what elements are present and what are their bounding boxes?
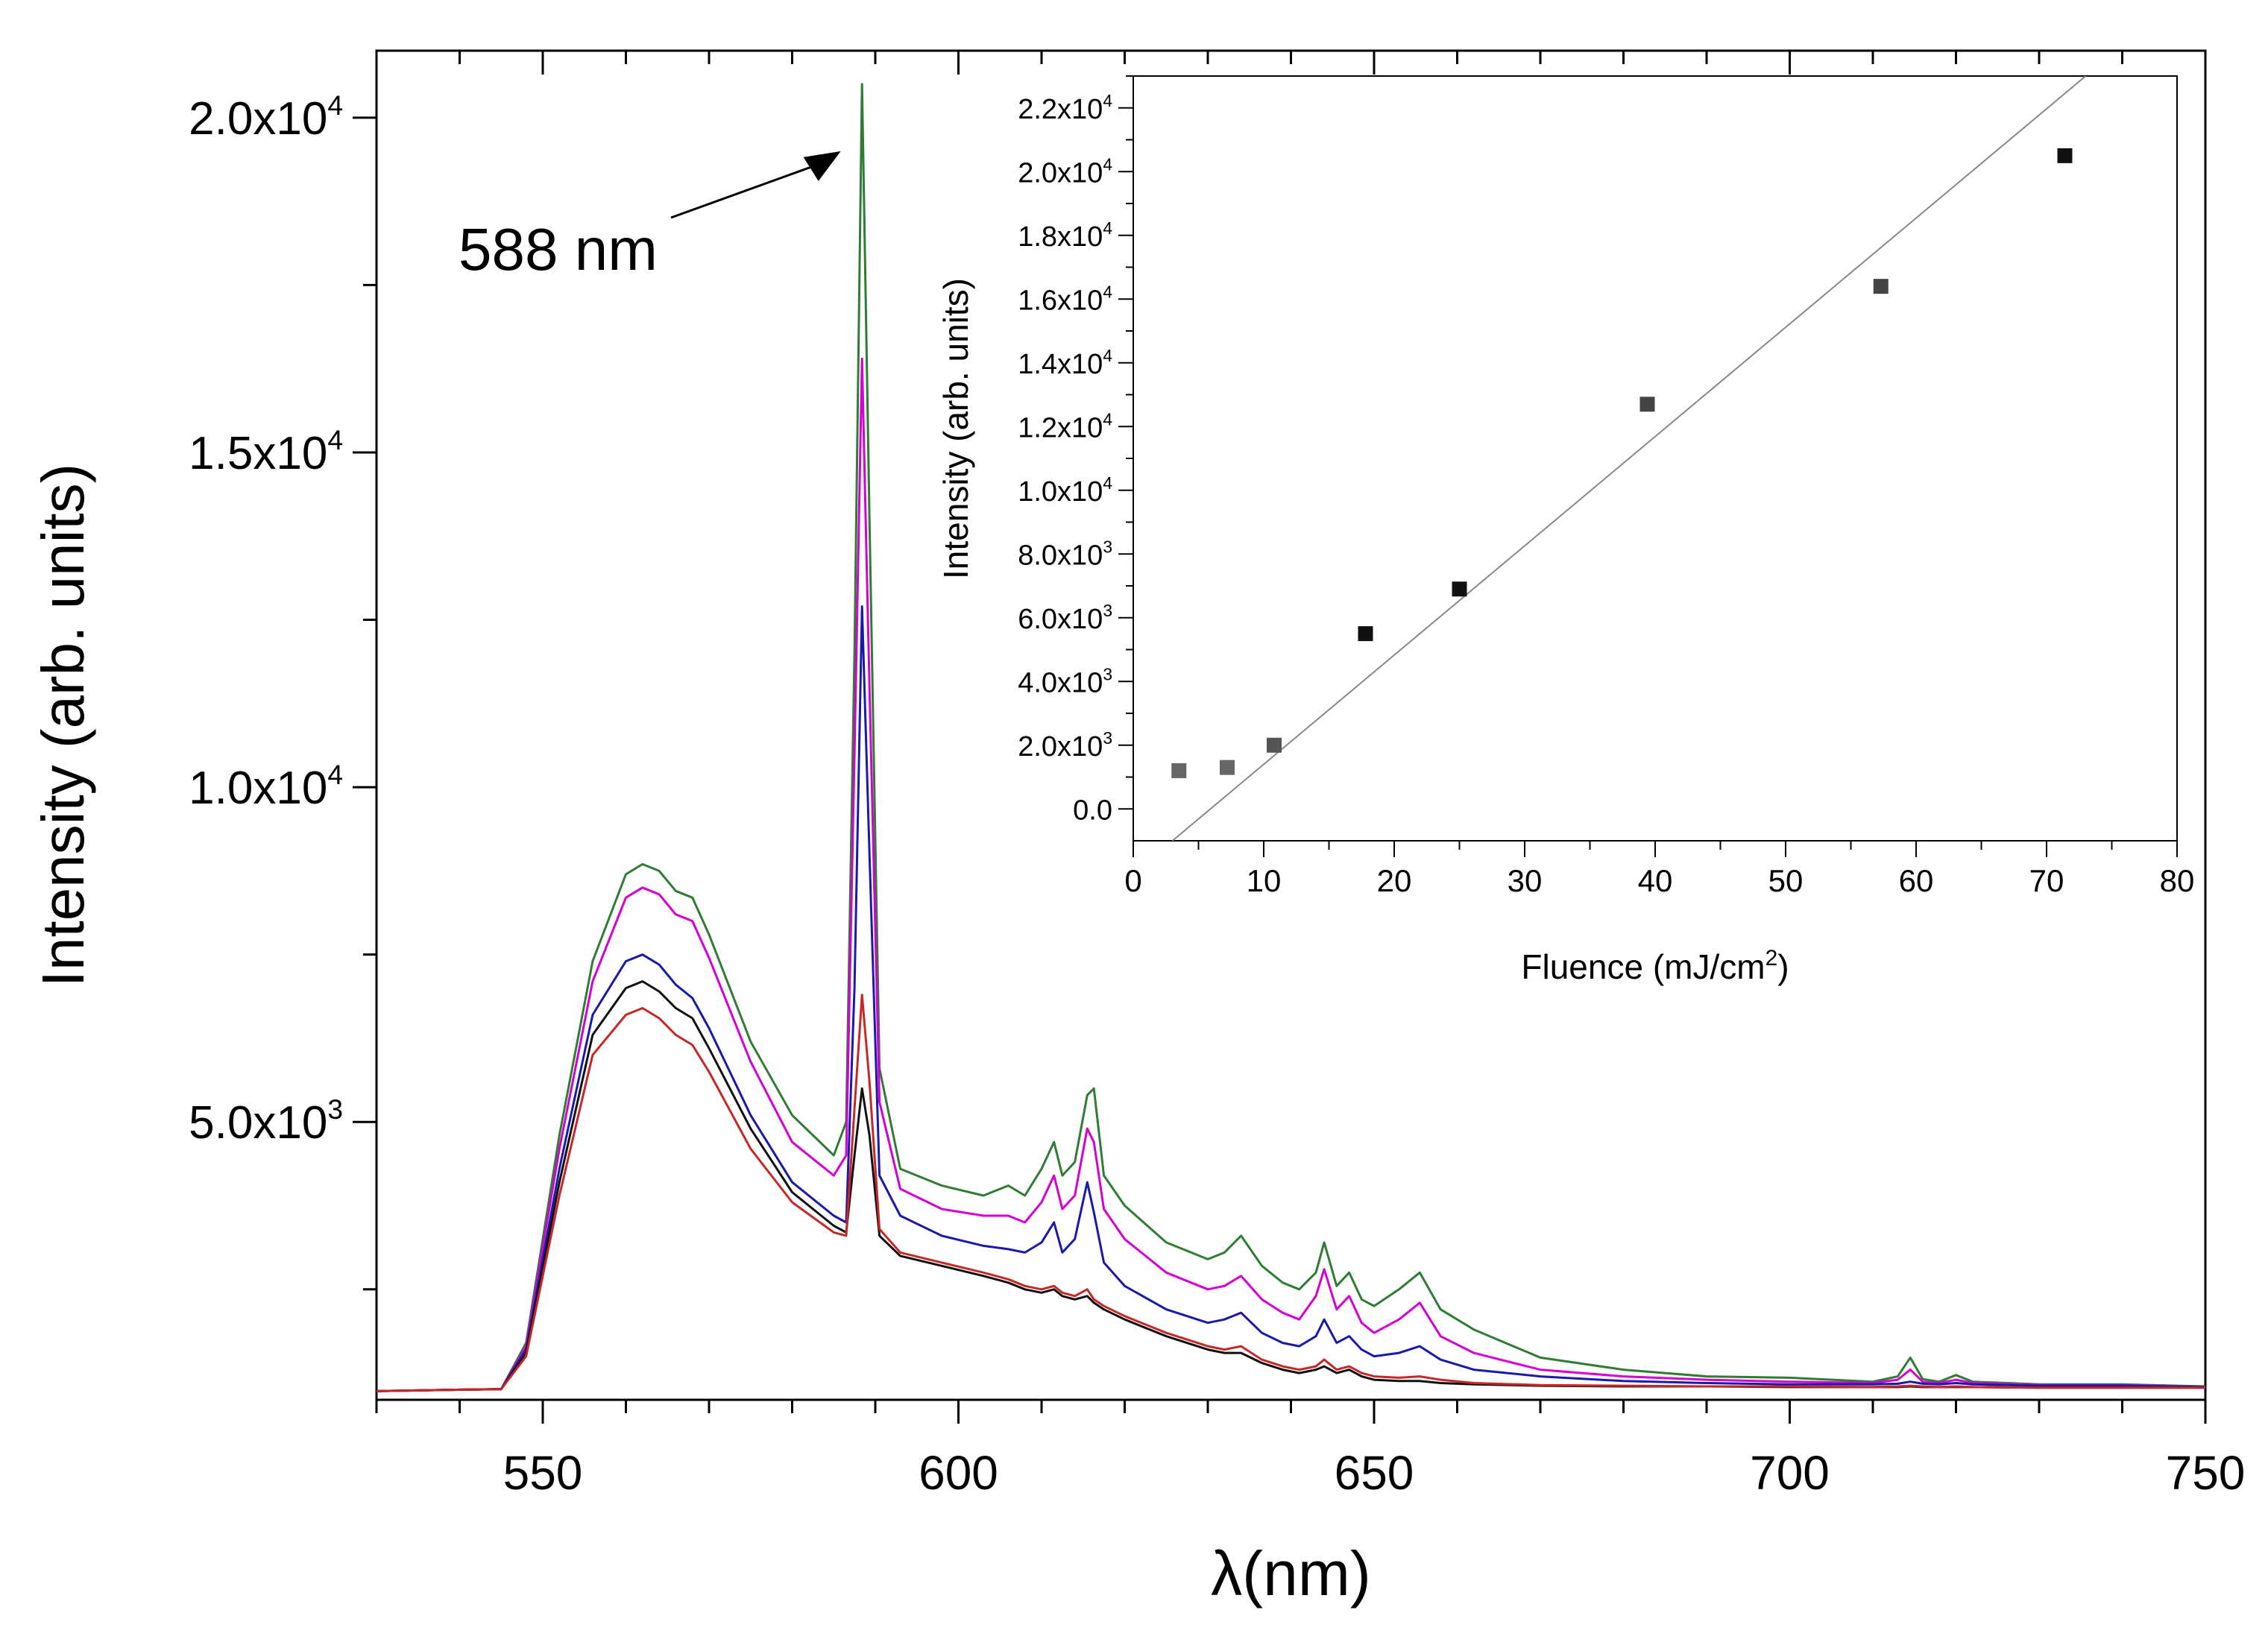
inset-y-tick-label-mantissa: 2.0x10 [1018, 731, 1103, 763]
inset-y-tick-label-exponent: 4 [1103, 409, 1112, 429]
inset-x-axis-label: Fluence (mJ/cm2) [1521, 946, 1789, 986]
series-line-magenta [376, 357, 2206, 1392]
inset-x-tick-label: 20 [1377, 863, 1412, 898]
series-line-red [376, 994, 2205, 1392]
inset-data-point [1358, 626, 1373, 642]
inset-y-tick-label: 1.0x104 [1018, 473, 1112, 508]
inset-y-tick-label-exponent: 4 [1103, 218, 1112, 238]
inset-data-point [1873, 279, 1889, 294]
y-tick-label: 2.0x104 [189, 89, 343, 145]
inset-y-tick-label: 6.0x103 [1018, 601, 1112, 635]
inset-y-tick-label-mantissa: 1.0x10 [1018, 476, 1103, 508]
inset-y-tick-label-exponent: 4 [1103, 346, 1112, 365]
inset-y-tick-label-mantissa: 6.0x10 [1018, 604, 1103, 635]
x-tick-label: 600 [919, 1446, 998, 1500]
inset-data-point [1452, 581, 1467, 597]
inset-y-tick-label-exponent: 4 [1103, 473, 1112, 493]
inset-y-tick-label-mantissa: 8.0x10 [1018, 540, 1103, 571]
x-tick-label: 650 [1335, 1446, 1414, 1500]
x-tick-label: 700 [1750, 1446, 1830, 1500]
y-tick-label: 1.0x104 [189, 759, 343, 814]
y-tick-label-mantissa: 5.0x10 [189, 1097, 327, 1149]
inset-y-tick-label: 2.2x104 [1018, 91, 1112, 125]
peak-annotation-arrow [670, 160, 827, 219]
inset-y-tick-label-exponent: 3 [1103, 601, 1112, 620]
y-tick-label-exponent: 3 [327, 1093, 343, 1125]
inset-y-tick-label: 1.8x104 [1018, 218, 1112, 253]
inset-y-tick-label-mantissa: 4.0x10 [1018, 667, 1103, 698]
inset-y-tick-label-exponent: 3 [1103, 537, 1112, 556]
inset-x-axis-label-close: ) [1777, 947, 1789, 986]
inset-fit-line [1171, 76, 2087, 841]
inset-data-point [1639, 397, 1655, 412]
inset-y-tick-label: 1.2x104 [1018, 409, 1112, 443]
inset-plot-frame [1133, 75, 2178, 842]
y-tick-label-exponent: 4 [327, 424, 343, 455]
y-tick-label-mantissa: 1.5x10 [189, 428, 327, 479]
x-tick-label: 550 [503, 1446, 583, 1500]
inset-y-tick-label: 4.0x103 [1018, 664, 1112, 698]
inset-y-axis-label: Intensity (arb. units) [936, 278, 975, 579]
inset-x-axis-label-sup: 2 [1765, 946, 1778, 970]
inset-y-tick-label-exponent: 4 [1103, 154, 1112, 174]
y-tick-label-mantissa: 2.0x10 [189, 93, 327, 145]
y-axis-label: Intensity (arb. units) [30, 464, 96, 988]
inset-x-tick-label: 40 [1638, 863, 1673, 898]
series-line-blue [376, 605, 2206, 1392]
inset-y-tick-label: 1.6x104 [1018, 282, 1112, 316]
inset-y-tick-label-mantissa: 2.0x10 [1018, 157, 1103, 189]
inset-y-tick-label-mantissa: 1.2x10 [1018, 412, 1103, 443]
inset-y-tick-label: 1.4x104 [1018, 346, 1112, 380]
inset-y-tick-label: 2.0x104 [1018, 154, 1112, 189]
inset-y-tick-label: 0.0 [1073, 795, 1112, 826]
peak-annotation-arrowhead [803, 151, 841, 181]
inset-data-point [1267, 737, 1282, 753]
series-line-black [376, 980, 2205, 1392]
inset-y-tick-label-mantissa: 1.4x10 [1018, 349, 1103, 380]
inset-x-tick-label: 0 [1124, 863, 1141, 898]
inset-y-tick-label: 8.0x103 [1018, 537, 1112, 571]
y-tick-label-mantissa: 1.0x10 [189, 763, 327, 814]
y-tick-label: 5.0x103 [189, 1093, 343, 1149]
main-spectrum-plot: 550 600 650 700 7505.0x1031.0x1041.5x1042.0x… [30, 49, 2246, 1609]
inset-y-tick-label-exponent: 4 [1103, 91, 1112, 110]
inset-x-axis-label-text: Fluence (mJ/cm [1521, 947, 1765, 986]
inset-x-tick-label: 50 [1768, 863, 1804, 898]
series-line-green [376, 83, 2206, 1392]
inset-fluence-plot: 0 10 20 30 40 50 60 70 800.02.0x1034.0x1036.0x10… [936, 75, 2195, 986]
y-tick-label-exponent: 4 [327, 759, 343, 790]
inset-y-tick-label-mantissa: 1.6x10 [1018, 285, 1103, 316]
inset-x-tick-label: 80 [2160, 863, 2195, 898]
inset-x-tick-label: 70 [2029, 863, 2064, 898]
inset-x-tick-label: 10 [1247, 863, 1282, 898]
inset-y-tick-label-mantissa: 2.2x10 [1018, 94, 1103, 125]
y-tick-label-exponent: 4 [327, 89, 343, 121]
peak-annotation-label: 588 nm [459, 216, 658, 282]
inset-y-tick-label-mantissa: 0.0 [1073, 795, 1112, 826]
x-axis-label: λ(nm) [1211, 1538, 1371, 1609]
inset-y-tick-label-mantissa: 1.8x10 [1018, 221, 1103, 253]
inset-x-tick-label: 30 [1508, 863, 1543, 898]
inset-x-tick-label: 60 [1899, 863, 1934, 898]
inset-data-point [1171, 763, 1187, 778]
inset-y-tick-label: 2.0x103 [1018, 728, 1112, 763]
inset-data-point [1220, 760, 1235, 775]
inset-y-tick-label-exponent: 3 [1103, 728, 1112, 748]
x-tick-label: 750 [2166, 1446, 2246, 1500]
inset-data-point [2057, 148, 2073, 163]
inset-y-tick-label-exponent: 4 [1103, 282, 1112, 301]
y-tick-label: 1.5x104 [189, 424, 343, 479]
inset-y-tick-label-exponent: 3 [1103, 664, 1112, 684]
